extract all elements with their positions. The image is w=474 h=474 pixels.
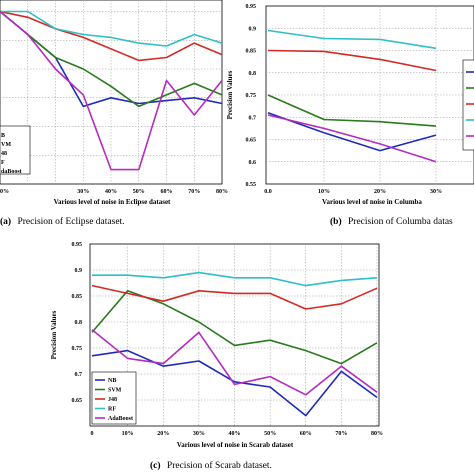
series-line-adaboost <box>267 114 437 163</box>
series-line-adaboost <box>0 10 223 171</box>
x-axis-label-eclipse: Various level of noise in Eclipse datase… <box>54 198 171 206</box>
x-tick-label: 70% <box>335 431 347 437</box>
caption-text-eclipse: Precision of Eclipse dataset. <box>17 216 124 227</box>
series-line-adaboost <box>91 329 378 396</box>
x-tick-label: 80% <box>371 431 383 437</box>
x-tick-label: 20% <box>374 189 386 195</box>
x-axis-label-scarab: Various level of noise in Scarab dataset <box>177 441 294 449</box>
caption-scarab: (c) Precision of Scarab dataset. <box>150 460 272 471</box>
series-line-j48 <box>91 284 378 310</box>
y-tick-label: 0.65 <box>246 138 257 144</box>
x-tick-label: 0% <box>0 189 9 195</box>
y-tick-label: 0.65 <box>72 398 83 404</box>
x-tick-label: 30% <box>193 431 205 437</box>
x-tick-label: 70% <box>188 189 200 195</box>
x-tick-label: 40% <box>229 431 241 437</box>
x-tick-label: 0.0 <box>264 189 272 195</box>
y-tick-label: 0.55 <box>246 182 257 188</box>
caption-label-columba: (b) <box>330 216 342 227</box>
y-tick-label: 0.85 <box>246 49 257 55</box>
series-line-rf <box>92 271 378 287</box>
chart-columba: 0.0 10% 20% 30% 0.55 0.6 0.65 0.7 0.75 0.8 0.85 0.… <box>226 4 474 227</box>
x-tick-label: 30% <box>430 189 442 195</box>
y-tick-label: 0.95 <box>246 4 257 10</box>
legend-columba <box>462 59 474 151</box>
y-tick-label: 0.9 <box>75 268 83 274</box>
caption-label-scarab: (c) <box>150 460 161 471</box>
y-axis-label-scarab: Precision Values <box>50 310 58 359</box>
legend-label: J48 <box>108 397 117 403</box>
legend-label: daBoost <box>1 169 22 175</box>
y-tick-label: 0.8 <box>249 71 257 77</box>
x-tick-label: 80% <box>216 189 228 195</box>
y-tick-label: 0.9 <box>249 26 257 32</box>
y-tick-label: 0.6 <box>249 160 257 166</box>
chart-scarab: 0 10% 20% 30% 40% 50% 60% 70% 80% 0.65 0.7 0.75 0.8… <box>50 242 383 471</box>
x-tick-label: 50% <box>264 431 276 437</box>
x-tick-label: 60% <box>161 189 173 195</box>
y-axis-label-columba: Precision Values <box>226 70 234 119</box>
x-tick-label: 50% <box>133 189 145 195</box>
y-tick-label: 0.75 <box>246 93 257 99</box>
legend-label: VM <box>1 142 11 148</box>
y-tick-label: 0.85 <box>72 294 83 300</box>
series-line-rf <box>0 10 223 47</box>
caption-text-scarab: Precision of Scarab dataset. <box>167 460 272 471</box>
x-tick-label: 0 <box>91 431 94 437</box>
legend-eclipse <box>0 125 31 175</box>
series-line-nb <box>267 112 437 152</box>
x-tick-label: 30% <box>77 189 89 195</box>
x-tick-label: 60% <box>300 431 312 437</box>
series-line-nb <box>0 10 223 108</box>
x-tick-label: 10% <box>122 431 134 437</box>
legend-label: F <box>1 160 5 166</box>
caption-text-columba: Precision of Columba datas <box>348 216 453 227</box>
caption-label-eclipse: (a) <box>0 216 11 227</box>
y-tick-label: 0.95 <box>72 242 83 248</box>
series-line-j48 <box>0 10 223 62</box>
series-line-svm <box>267 94 437 127</box>
legend-label: B <box>1 133 5 139</box>
y-tick-label: 0.7 <box>75 372 83 378</box>
chart-eclipse: 0% 30% 40% 50% 60% 70% 80% Various level of no… <box>0 0 228 227</box>
series-line-j48 <box>267 49 437 72</box>
y-tick-label: 0.75 <box>72 346 83 352</box>
x-tick-label: 20% <box>157 431 169 437</box>
caption-columba: (b) Precision of Columba datas <box>330 216 453 227</box>
series-line-nb <box>91 349 378 417</box>
x-tick-label: 40% <box>105 189 117 195</box>
legend-label: AdaBoost <box>108 416 133 422</box>
y-tick-label: 0.8 <box>75 320 83 326</box>
legend-label: 48 <box>1 151 7 157</box>
series-line-rf <box>267 29 437 50</box>
x-axis-label-columba: Various level of noise in Columba <box>322 198 422 206</box>
legend-label: SVM <box>108 388 122 394</box>
legend-label: RF <box>108 407 116 413</box>
x-tick-label: 10% <box>318 189 330 195</box>
y-tick-label: 0.7 <box>249 115 257 121</box>
legend-label: NB <box>108 378 116 384</box>
series-line-svm <box>91 289 378 365</box>
caption-eclipse: (a) Precision of Eclipse dataset. <box>0 216 125 227</box>
series-line-svm <box>0 10 223 108</box>
